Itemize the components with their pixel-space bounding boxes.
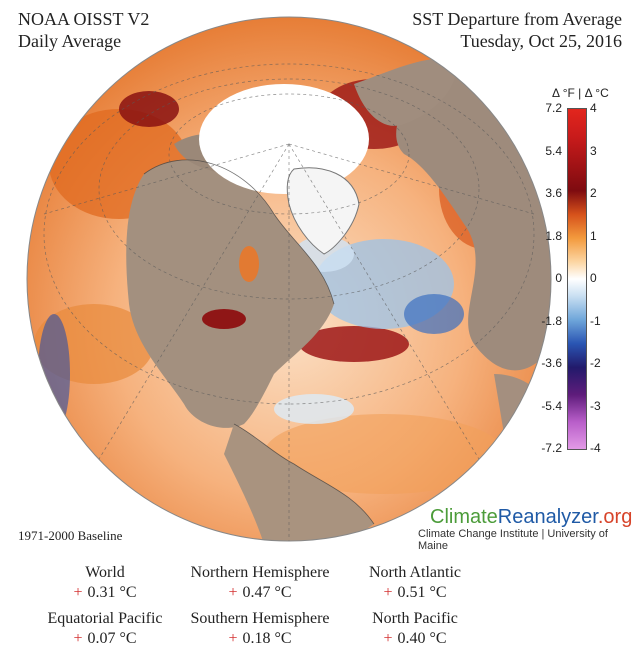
arctic-sea-ice <box>199 84 369 194</box>
colorbar-tick-f: 3.6 <box>545 186 562 200</box>
colorbar-tick-c: 2 <box>590 186 597 200</box>
colorbar-tick-c: 4 <box>590 101 597 115</box>
colorbar-tick-f: 7.2 <box>545 101 562 115</box>
stat-sign: + <box>228 630 238 647</box>
gulf-stream-warm <box>299 326 409 362</box>
colorbar-tick-c: -4 <box>590 441 601 455</box>
stat-value: 0.18 °C <box>242 630 292 647</box>
stat-label: North Atlantic <box>369 564 461 581</box>
title-text: SST Departure from Average <box>412 9 622 29</box>
colorbar-tick-c: 1 <box>590 228 597 243</box>
colorbar-units: Δ °F | Δ °C <box>552 86 609 100</box>
stat-value: 0.51 °C <box>397 584 447 601</box>
stat-value: 0.07 °C <box>87 630 137 647</box>
colorbar-tick-f: -1.8 <box>541 313 562 328</box>
stat-value: 0.31 °C <box>87 584 137 601</box>
map-title: SST Departure from Average Tuesday, Oct … <box>412 8 622 52</box>
stat-label: Equatorial Pacific <box>47 610 163 627</box>
stat-label: Northern Hemisphere <box>190 564 330 581</box>
colorbar-tick-c: 3 <box>590 143 597 158</box>
stat-equatorial-pacific: Equatorial Pacific +0.07 °C <box>5 609 205 649</box>
source-name: NOAA OISST V2 <box>18 9 150 29</box>
stat-label: Southern Hemisphere <box>190 610 330 627</box>
globe-map <box>26 16 552 542</box>
title-date: Tuesday, Oct 25, 2016 <box>460 31 622 51</box>
stat-world: World +0.31 °C <box>5 563 205 603</box>
stat-northern-hemisphere: Northern Hemisphere +0.47 °C <box>160 563 360 603</box>
stat-sign: + <box>228 584 238 601</box>
colorbar-tick-f: 1.8 <box>545 228 562 243</box>
baseline-label: 1971-2000 Baseline <box>18 528 123 543</box>
stat-sign: + <box>383 584 393 601</box>
graticule <box>43 63 535 541</box>
colorbar-tick-c: -2 <box>590 356 601 370</box>
stat-southern-hemisphere: Southern Hemisphere +0.18 °C <box>160 609 360 649</box>
stat-label: North Pacific <box>372 610 458 627</box>
great-lakes <box>202 309 246 329</box>
climate-reanalyzer-logo[interactable]: ClimateReanalyzer.org <box>430 506 633 528</box>
colorbar-tick-f: -3.6 <box>541 356 562 370</box>
colorbar-tick-f: -7.2 <box>541 441 562 455</box>
colorbar-tick-f: 5.4 <box>545 143 562 158</box>
colorbar-tick-c: 0 <box>590 271 597 285</box>
colorbar-tick-f: -5.4 <box>541 398 562 413</box>
stat-value: 0.47 °C <box>242 584 292 601</box>
colorbar-tick-c: -1 <box>590 313 601 328</box>
stat-sign: + <box>73 630 83 647</box>
colorbar <box>567 108 587 450</box>
colorbar-tick-c: -3 <box>590 398 601 413</box>
stat-north-atlantic: North Atlantic +0.51 °C <box>315 563 515 603</box>
stat-sign: + <box>73 584 83 601</box>
stat-value: 0.40 °C <box>397 630 447 647</box>
south-america-land <box>224 424 374 541</box>
greenland-land <box>286 167 360 255</box>
globe-outline <box>26 16 552 542</box>
institute-subtitle: Climate Change Institute | University of… <box>418 528 608 552</box>
data-source: NOAA OISST V2 Daily Average <box>18 8 149 52</box>
stat-sign: + <box>383 630 393 647</box>
stat-north-pacific: North Pacific +0.40 °C <box>315 609 515 649</box>
north-america-land <box>126 159 334 428</box>
stat-label: World <box>85 564 125 581</box>
source-period: Daily Average <box>18 31 122 51</box>
colorbar-tick-f: 0 <box>555 271 562 285</box>
